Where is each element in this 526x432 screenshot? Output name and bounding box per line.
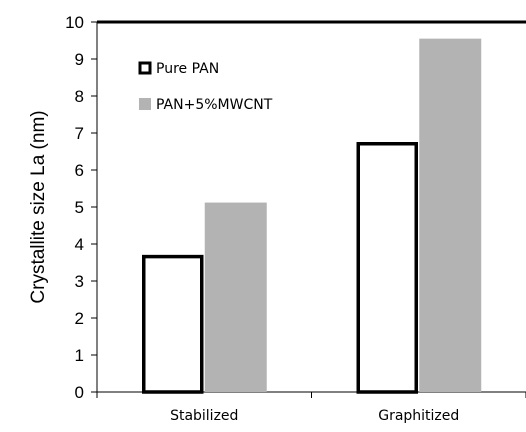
y-tick-label: 0 bbox=[75, 383, 84, 402]
x-category-label: Graphitized bbox=[378, 408, 459, 424]
bar-pan-mwcnt-stabilized bbox=[204, 202, 267, 392]
y-tick-label: 1 bbox=[75, 346, 84, 365]
y-tick-label: 5 bbox=[75, 198, 84, 217]
y-tick-label: 10 bbox=[65, 13, 84, 32]
y-tick-label: 9 bbox=[75, 50, 84, 69]
bar-pure-pan-stabilized bbox=[142, 254, 204, 394]
y-tick-label: 7 bbox=[75, 124, 84, 143]
y-tick-label: 6 bbox=[75, 161, 84, 180]
legend-swatch bbox=[139, 98, 151, 110]
y-axis-ticks: 0 1 2 3 4 5 6 7 8 9 10 bbox=[65, 13, 97, 402]
y-tick-label: 3 bbox=[75, 272, 84, 291]
bar-pan-mwcnt-graphitized bbox=[419, 38, 482, 393]
y-tick-label: 8 bbox=[75, 87, 84, 106]
bars bbox=[142, 38, 482, 394]
x-category-label: Stabilized bbox=[170, 408, 238, 424]
legend-swatch bbox=[138, 61, 152, 75]
legend-label: PAN+5%MWCNT bbox=[156, 97, 273, 113]
y-tick-label: 4 bbox=[75, 235, 84, 254]
x-axis-ticks: Stabilized Graphitized bbox=[96, 392, 526, 424]
legend: Pure PAN PAN+5%MWCNT bbox=[138, 61, 273, 113]
bar-pure-pan-graphitized bbox=[356, 142, 418, 394]
legend-label: Pure PAN bbox=[156, 61, 219, 77]
y-tick-label: 2 bbox=[75, 309, 84, 328]
y-axis-title: Crystallite size La (nm) bbox=[28, 110, 49, 303]
